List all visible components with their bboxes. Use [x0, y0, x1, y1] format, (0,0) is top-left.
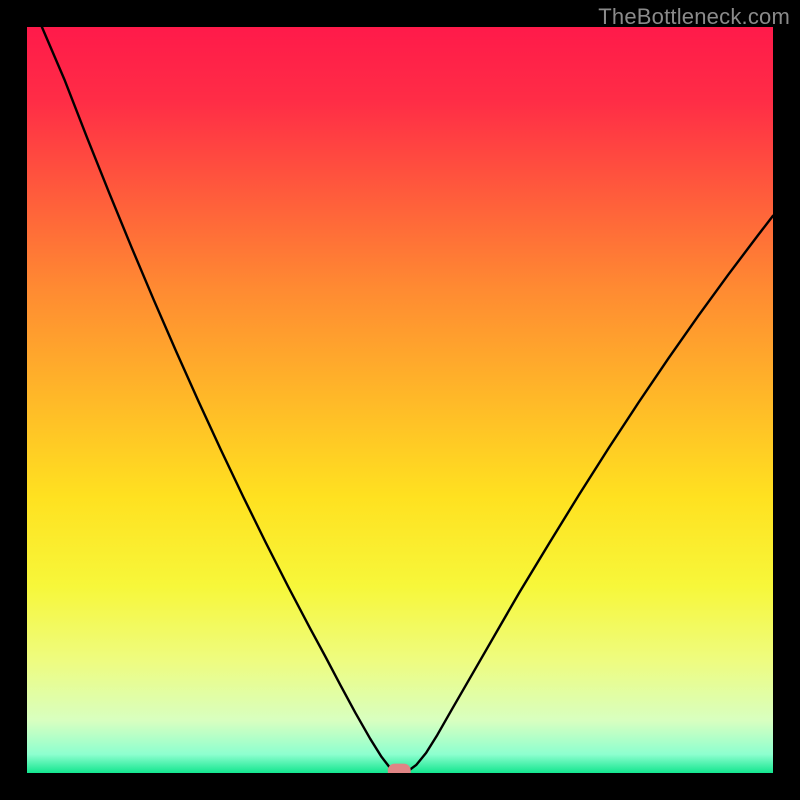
watermark-text: TheBottleneck.com [598, 4, 790, 30]
bottleneck-curve-chart [0, 0, 800, 800]
gradient-background [27, 27, 773, 773]
chart-canvas: TheBottleneck.com [0, 0, 800, 800]
